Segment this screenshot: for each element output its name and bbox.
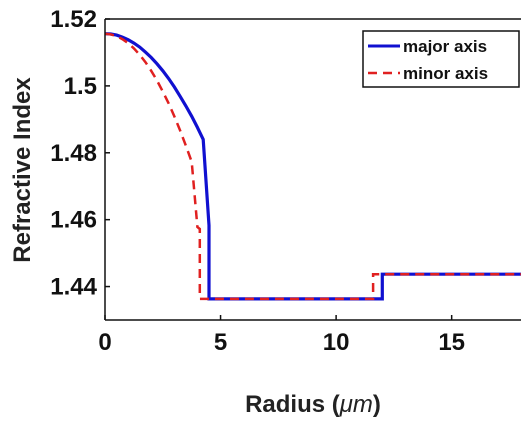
legend: major axis minor axis xyxy=(362,30,520,88)
series-line-major-axis xyxy=(105,32,521,301)
y-tick-label: 1.46 xyxy=(50,207,97,234)
x-tick-label: 5 xyxy=(214,329,227,356)
x-tick-label: 15 xyxy=(438,329,465,356)
x-axis-label: Radius (μm) xyxy=(245,391,381,418)
legend-label-minor-axis: minor axis xyxy=(403,64,488,83)
y-tick-label: 1.48 xyxy=(50,140,97,167)
x-tick-label: 0 xyxy=(98,329,111,356)
legend-box xyxy=(362,30,520,88)
x-tick-label: 10 xyxy=(323,329,350,356)
y-tick-label: 1.5 xyxy=(64,73,97,100)
y-tick-label: 1.52 xyxy=(50,6,97,33)
y-tick-label: 1.44 xyxy=(50,274,97,301)
y-axis-label: Refractive Index xyxy=(9,77,36,263)
series-line-minor-axis xyxy=(105,32,521,301)
legend-label-major-axis: major axis xyxy=(403,37,487,56)
